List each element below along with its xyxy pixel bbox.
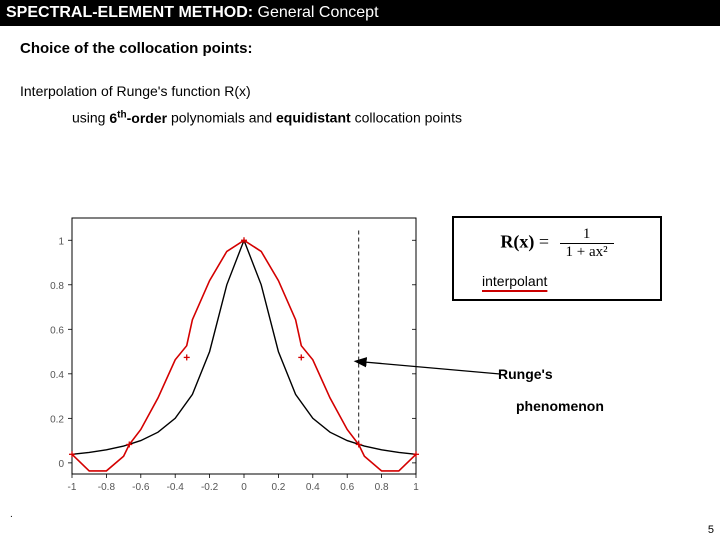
line2-order: 6th-order — [109, 110, 167, 126]
header-bold: SPECTRAL-ELEMENT METHOD: — [6, 4, 253, 21]
order-num: 6 — [109, 110, 117, 126]
svg-text:-1: -1 — [68, 482, 77, 493]
runge-text-1: Runge's — [498, 366, 553, 382]
svg-text:-0.6: -0.6 — [132, 482, 150, 493]
order-mid: -order — [127, 110, 167, 126]
order-suffix: th — [117, 109, 126, 120]
subtitle: Choice of the collocation points: — [20, 40, 720, 57]
formula-box: R(x) = 11 + ax² interpolant — [452, 216, 662, 301]
line2-equidistant: equidistant — [276, 110, 351, 126]
svg-text:0: 0 — [241, 482, 247, 493]
svg-text:0: 0 — [58, 459, 64, 470]
line2-pre: using — [72, 110, 109, 126]
runge-formula: R(x) = 11 + ax² — [462, 226, 652, 261]
formula-numerator: 1 — [560, 226, 614, 244]
svg-text:0.8: 0.8 — [375, 482, 389, 493]
svg-text:0.8: 0.8 — [50, 281, 64, 292]
svg-text:0.6: 0.6 — [340, 482, 354, 493]
body-line-1: Interpolation of Runge's function R(x) — [20, 83, 720, 99]
formula-lhs: R(x) — [500, 232, 534, 252]
interpolant-label: interpolant — [462, 273, 652, 289]
svg-text:0.2: 0.2 — [50, 414, 64, 425]
svg-text:-0.8: -0.8 — [98, 482, 116, 493]
svg-text:0.2: 0.2 — [271, 482, 285, 493]
line2-post2: collocation points — [351, 110, 462, 126]
runge-text-2: phenomenon — [516, 398, 604, 414]
line2-post1: polynomials and — [167, 110, 276, 126]
svg-text:0.6: 0.6 — [50, 325, 64, 336]
runge-arrow — [350, 350, 510, 390]
svg-text:-0.2: -0.2 — [201, 482, 219, 493]
formula-fraction: 11 + ax² — [560, 226, 614, 261]
slide-header: SPECTRAL-ELEMENT METHOD: General Concept — [0, 0, 720, 26]
footer-dot: . — [10, 509, 13, 520]
formula-eq: = — [534, 232, 553, 252]
body-line-2: using 6th-order polynomials and equidist… — [72, 109, 720, 126]
page-number: 5 — [708, 524, 714, 536]
svg-text:1: 1 — [58, 236, 64, 247]
svg-text:0.4: 0.4 — [306, 482, 320, 493]
svg-text:0.4: 0.4 — [50, 370, 64, 381]
formula-denominator: 1 + ax² — [560, 244, 614, 261]
header-rest: General Concept — [253, 4, 378, 21]
svg-text:1: 1 — [413, 482, 419, 493]
svg-text:-0.4: -0.4 — [167, 482, 185, 493]
